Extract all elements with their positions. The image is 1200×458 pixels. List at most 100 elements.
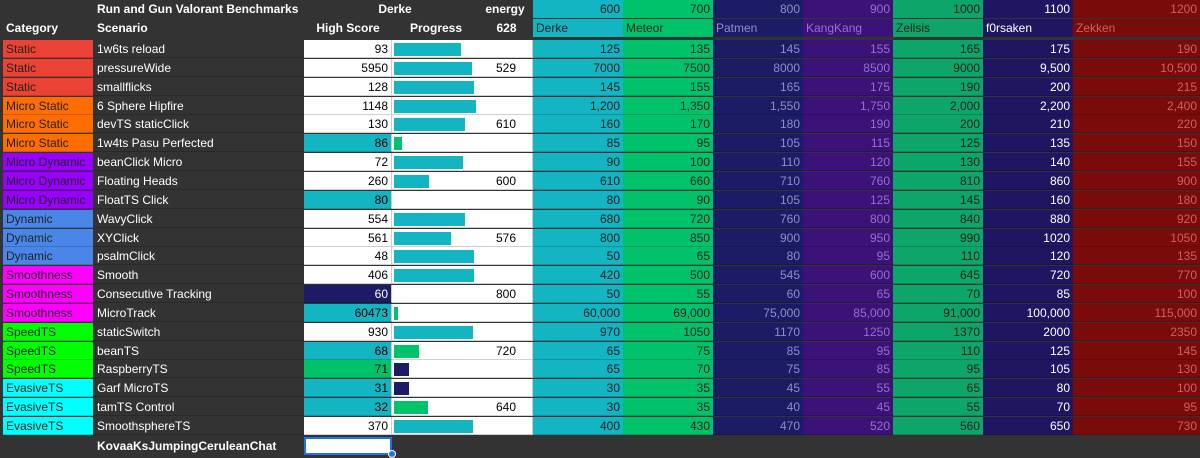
rank-value-zellsis[interactable]: 2,000 [893,96,983,115]
rank-value-derke[interactable]: 90 [533,153,623,172]
rank-value-patmen[interactable]: 8000 [713,58,803,77]
rank-value-derke[interactable]: 125 [533,40,623,58]
rank-value-derke[interactable]: 65 [533,341,623,360]
rank-value-derke[interactable]: 610 [533,171,623,190]
rank-value-zellsis[interactable]: 110 [893,341,983,360]
rank-value-derke[interactable]: 50 [533,285,623,304]
energy-cell[interactable] [480,134,533,153]
rank-value-meteor[interactable]: 69,000 [623,303,713,322]
high-score-cell[interactable]: 31 [304,379,392,398]
player-name[interactable]: Derke [378,2,412,16]
scenario-cell[interactable]: Smooth [94,266,304,285]
rank-value-kangkang[interactable]: 950 [803,228,893,247]
category-cell[interactable]: EvasiveTS [3,379,93,398]
selected-cell[interactable] [304,437,396,458]
rank-value-derke[interactable]: 7000 [533,58,623,77]
scenario-cell[interactable]: FloatTS Click [94,191,304,209]
progress-header[interactable]: Progress [409,21,463,35]
category-cell[interactable]: SpeedTS [3,360,93,379]
rank-value-meteor[interactable]: 1050 [623,322,713,341]
high-score-cell[interactable]: 86 [304,134,392,153]
rank-value-zellsis[interactable]: 990 [893,228,983,247]
rank-value-kangkang[interactable]: 8500 [803,58,893,77]
rank-value-zellsis[interactable]: 110 [893,247,983,266]
category-cell[interactable]: Dynamic [3,209,93,228]
scenario-cell[interactable]: devTS staticClick [94,115,304,134]
high-score-cell[interactable]: 370 [304,417,392,435]
category-cell[interactable]: SpeedTS [3,341,93,360]
rank-header-zellsis[interactable]: Zellsis [893,19,983,37]
sheet-title[interactable]: Run and Gun Valorant Benchmarks [97,2,299,16]
rank-value-zekken[interactable]: 95 [1073,398,1200,417]
energy-cell[interactable] [480,379,533,398]
rank-value-kangkang[interactable]: 600 [803,266,893,285]
scenario-cell[interactable]: psalmClick [94,247,304,266]
rank-value-patmen[interactable]: 165 [713,77,803,96]
category-cell[interactable]: Smoothness [3,285,93,304]
rank-value-patmen[interactable]: 470 [713,417,803,435]
rank-value-meteor[interactable]: 155 [623,77,713,96]
rank-value-derke[interactable]: 60,000 [533,303,623,322]
energy-cell[interactable]: 529 [480,58,533,77]
rank-value-zekken[interactable]: 135 [1073,247,1200,266]
rank-value-zekken[interactable]: 900 [1073,171,1200,190]
rank-value-f0rsaken[interactable]: 650 [983,417,1073,435]
rank-value-zekken[interactable]: 10,500 [1073,58,1200,77]
rank-value-meteor[interactable]: 70 [623,360,713,379]
rank-value-meteor[interactable]: 90 [623,190,713,209]
rank-value-kangkang[interactable]: 190 [803,115,893,134]
rank-value-patmen[interactable]: 710 [713,171,803,190]
rank-value-f0rsaken[interactable]: 85 [983,285,1073,304]
rank-value-derke[interactable]: 400 [533,417,623,435]
rank-value-f0rsaken[interactable]: 100,000 [983,303,1073,322]
high-score-cell[interactable]: 60473 [304,303,392,322]
high-score-cell[interactable]: 128 [304,77,392,96]
rank-value-f0rsaken[interactable]: 135 [983,134,1073,153]
rank-value-zekken[interactable]: 215 [1073,77,1200,96]
footer-scenario[interactable]: KovaaKsJumpingCeruleanChat [97,439,277,453]
high-score-cell[interactable]: 561 [304,228,392,247]
rank-value-zellsis[interactable]: 9000 [893,58,983,77]
rank-value-f0rsaken[interactable]: 210 [983,115,1073,134]
rank-value-derke[interactable]: 85 [533,134,623,153]
scenario-cell[interactable]: beanTS [94,342,304,360]
energy-cell[interactable]: 720 [480,341,533,360]
rank-value-zekken[interactable]: 100 [1073,379,1200,398]
category-cell[interactable]: SpeedTS [3,322,93,341]
rank-value-f0rsaken[interactable]: 125 [983,341,1073,360]
rank-value-patmen[interactable]: 45 [713,379,803,398]
rank-value-patmen[interactable]: 105 [713,134,803,153]
rank-value-f0rsaken[interactable]: 2000 [983,322,1073,341]
rank-header-derke[interactable]: Derke [533,19,623,37]
rank-value-f0rsaken[interactable]: 860 [983,171,1073,190]
rank-value-zellsis[interactable]: 95 [893,360,983,379]
category-cell[interactable]: EvasiveTS [3,398,93,417]
rank-header-f0rsaken[interactable]: f0rsaken [983,19,1073,37]
rank-value-derke[interactable]: 30 [533,398,623,417]
rank-value-derke[interactable]: 50 [533,247,623,266]
rank-value-derke[interactable]: 145 [533,77,623,96]
energy-cell[interactable]: 800 [480,285,533,304]
rank-value-meteor[interactable]: 720 [623,209,713,228]
rank-value-meteor[interactable]: 100 [623,153,713,172]
rank-value-zekken[interactable]: 155 [1073,153,1200,172]
rank-value-zekken[interactable]: 770 [1073,266,1200,285]
category-cell[interactable]: Micro Static [3,115,93,134]
rank-value-zellsis[interactable]: 165 [893,40,983,58]
energy-cell[interactable] [480,360,533,379]
category-cell[interactable]: Micro Static [3,134,93,153]
rank-value-derke[interactable]: 800 [533,228,623,247]
rank-value-zellsis[interactable]: 65 [893,379,983,398]
rank-value-f0rsaken[interactable]: 80 [983,379,1073,398]
rank-value-meteor[interactable]: 1,350 [623,96,713,115]
rank-value-patmen[interactable]: 760 [713,209,803,228]
rank-value-meteor[interactable]: 7500 [623,58,713,77]
rank-value-meteor[interactable]: 35 [623,398,713,417]
rank-value-patmen[interactable]: 145 [713,40,803,58]
rank-value-zekken[interactable]: 220 [1073,115,1200,134]
high-score-cell[interactable]: 554 [304,209,392,228]
energy-cell[interactable] [480,322,533,341]
high-score-cell[interactable]: 60 [304,285,392,304]
category-cell[interactable]: Micro Static [3,96,93,115]
rank-value-kangkang[interactable]: 125 [803,190,893,209]
